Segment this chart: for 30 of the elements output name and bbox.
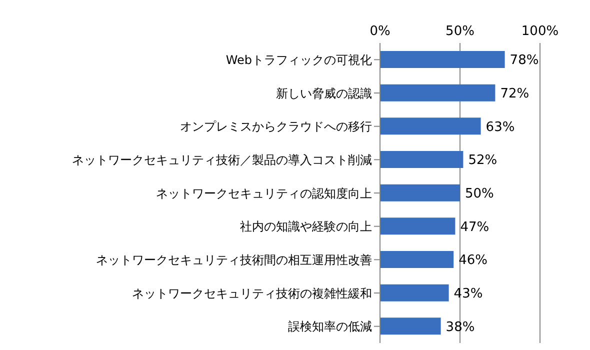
y-tick-label: ネットワークセキュリティ技術／製品の導入コスト削減 bbox=[72, 152, 372, 167]
bar bbox=[380, 184, 460, 202]
y-tick-label: オンプレミスからクラウドへの移行 bbox=[180, 120, 372, 134]
y-tick-label: 社内の知識や経験の向上 bbox=[240, 220, 372, 234]
bar bbox=[380, 318, 441, 335]
bar bbox=[380, 218, 456, 235]
data-label: 63% bbox=[486, 120, 515, 135]
y-tick-label: ネットワークセキュリティの認知度向上 bbox=[156, 186, 372, 200]
x-tick-label: 0% bbox=[370, 24, 390, 39]
bar bbox=[380, 51, 505, 68]
data-label: 38% bbox=[446, 320, 475, 335]
data-label: 52% bbox=[468, 153, 498, 168]
data-label: 43% bbox=[454, 286, 483, 302]
bar bbox=[380, 84, 496, 102]
bar bbox=[380, 118, 481, 135]
y-tick-label: Webトラフィックの可視化 bbox=[226, 52, 372, 67]
bar bbox=[380, 284, 449, 302]
x-tick-label: 50% bbox=[446, 24, 474, 39]
data-label: 72% bbox=[500, 86, 530, 102]
data-label: 46% bbox=[458, 253, 488, 268]
y-tick-label: ネットワークセキュリティ技術の複雑性緩和 bbox=[132, 286, 372, 300]
x-tick-label: 100% bbox=[521, 24, 559, 39]
bar bbox=[380, 151, 464, 168]
y-tick-label: 新しい脅威の認識 bbox=[276, 86, 372, 100]
data-label: 50% bbox=[465, 186, 494, 202]
y-tick-label: 誤検知率の低減 bbox=[288, 320, 372, 334]
data-label: 78% bbox=[510, 53, 539, 68]
bar bbox=[380, 251, 454, 268]
y-tick-label: ネットワークセキュリティ技術間の相互運用性改善 bbox=[96, 252, 372, 267]
data-label: 47% bbox=[460, 220, 490, 235]
